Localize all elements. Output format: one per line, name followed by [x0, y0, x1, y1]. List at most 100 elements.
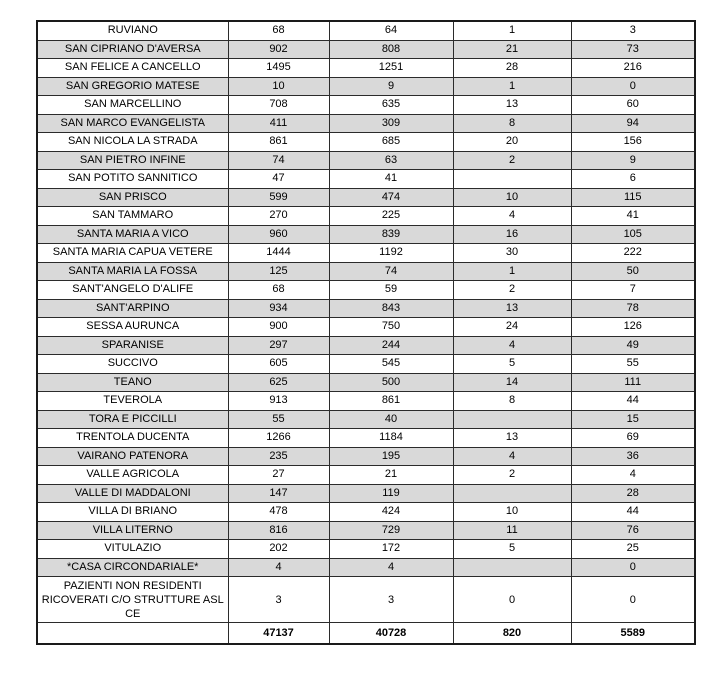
value-cell: 424 [328, 502, 454, 522]
value-cell: 47 [227, 169, 330, 189]
value-cell: 63 [328, 150, 454, 170]
value-cell: 73 [570, 39, 696, 59]
value-cell: 115 [570, 187, 696, 207]
value-cell: 0 [452, 576, 572, 623]
value-cell: 500 [328, 372, 454, 392]
table-row: 47137 40728 820 5589 [36, 622, 696, 645]
value-cell: 1192 [328, 243, 454, 263]
table-row: SESSA AURUNCA 900 750 24 126 [36, 317, 696, 337]
value-cell: 1251 [328, 58, 454, 78]
value-cell: 44 [570, 391, 696, 411]
value-cell: 861 [227, 132, 330, 152]
value-cell: 74 [328, 261, 454, 281]
municipality-name-cell: SESSA AURUNCA [36, 317, 229, 337]
table-row: VILLA LITERNO 816 729 11 76 [36, 520, 696, 540]
table-row: SAN GREGORIO MATESE 10 9 1 0 [36, 76, 696, 96]
value-cell: 172 [328, 539, 454, 559]
value-cell: 126 [570, 317, 696, 337]
value-cell: 3 [570, 20, 696, 41]
value-cell: 36 [570, 446, 696, 466]
value-cell: 1444 [227, 243, 330, 263]
value-cell: 225 [328, 206, 454, 226]
value-cell: 750 [328, 317, 454, 337]
value-cell: 6 [570, 169, 696, 189]
value-cell: 2 [452, 465, 572, 485]
table-row: SANT'ARPINO 934 843 13 78 [36, 298, 696, 318]
value-cell: 4 [452, 206, 572, 226]
value-cell: 1 [452, 76, 572, 96]
value-cell: 1495 [227, 58, 330, 78]
municipality-name-cell: VALLE AGRICOLA [36, 465, 229, 485]
value-cell: 309 [328, 113, 454, 133]
value-cell: 839 [328, 224, 454, 244]
value-cell: 10 [452, 187, 572, 207]
value-cell: 297 [227, 335, 330, 355]
value-cell: 1 [452, 20, 572, 41]
municipality-name-cell: TORA E PICCILLI [36, 409, 229, 429]
municipality-name-cell: SAN POTITO SANNITICO [36, 169, 229, 189]
municipality-name-cell: VITULAZIO [36, 539, 229, 559]
value-cell: 3 [227, 576, 330, 623]
table-row: VILLA DI BRIANO 478 424 10 44 [36, 502, 696, 522]
value-cell: 820 [452, 622, 572, 645]
value-cell: 21 [452, 39, 572, 59]
value-cell: 125 [227, 261, 330, 281]
value-cell: 0 [570, 76, 696, 96]
value-cell: 411 [227, 113, 330, 133]
table-row: SAN FELICE A CANCELLO 1495 1251 28 216 [36, 58, 696, 78]
value-cell: 545 [328, 354, 454, 374]
value-cell: 900 [227, 317, 330, 337]
table-row: TEANO 625 500 14 111 [36, 372, 696, 392]
value-cell: 635 [328, 95, 454, 115]
table-body: RUVIANO 68 6 4 1 3 SAN CIPRIANO D'AVERSA … [36, 20, 696, 645]
municipality-name-cell: RUVIANO [36, 20, 229, 41]
value-cell: 478 [227, 502, 330, 522]
value-cell: 913 [227, 391, 330, 411]
value-cell: 50 [570, 261, 696, 281]
value-cell: 21 [328, 465, 454, 485]
municipality-name-cell: SAN NICOLA LA STRADA [36, 132, 229, 152]
value-cell: 13 [452, 428, 572, 448]
table-row: PAZIENTI NON RESIDENTI RICOVERATI C/O ST… [36, 576, 696, 623]
municipality-name-cell: *CASA CIRCONDARIALE* [36, 557, 229, 577]
table-row: TRENTOLA DUCENTA 1266 1184 13 69 [36, 428, 696, 448]
value-cell: 5 [452, 354, 572, 374]
municipality-name-cell: SAN FELICE A CANCELLO [36, 58, 229, 78]
value-cell: 708 [227, 95, 330, 115]
value-cell: 4 [328, 557, 454, 577]
value-cell: 47137 [227, 622, 330, 645]
value-cell: 156 [570, 132, 696, 152]
value-cell: 147 [227, 483, 330, 503]
value-cell [452, 169, 572, 189]
value-cell: 24 [452, 317, 572, 337]
value-cell: 68 [227, 20, 330, 41]
municipality-name-cell: TEANO [36, 372, 229, 392]
value-cell: 59 [328, 280, 454, 300]
value-cell: 15 [570, 409, 696, 429]
value-cell: 27 [227, 465, 330, 485]
municipality-name-cell: VAIRANO PATENORA [36, 446, 229, 466]
table-row: SAN MARCO EVANGELISTA 411 309 8 94 [36, 113, 696, 133]
table-row: SAN CIPRIANO D'AVERSA 902 808 21 73 [36, 39, 696, 59]
municipality-name-cell: SPARANISE [36, 335, 229, 355]
value-cell: 5 [452, 539, 572, 559]
table-row: *CASA CIRCONDARIALE* 4 4 0 [36, 557, 696, 577]
value-cell: 28 [452, 58, 572, 78]
table-row: SUCCIVO 605 545 5 55 [36, 354, 696, 374]
value-cell [452, 483, 572, 503]
municipality-name-cell: VILLA LITERNO [36, 520, 229, 540]
value-cell: 16 [452, 224, 572, 244]
value-cell: 119 [328, 483, 454, 503]
value-cell: 9 [328, 76, 454, 96]
value-cell: 8 [452, 391, 572, 411]
value-cell: 41 [328, 169, 454, 189]
value-cell: 4 [570, 465, 696, 485]
value-cell: 8 [452, 113, 572, 133]
value-cell: 28 [570, 483, 696, 503]
table-row: TORA E PICCILLI 55 40 15 [36, 409, 696, 429]
value-cell: 55 [570, 354, 696, 374]
value-cell: 1184 [328, 428, 454, 448]
value-cell: 5589 [570, 622, 696, 645]
value-cell [452, 409, 572, 429]
municipality-name-cell: SAN GREGORIO MATESE [36, 76, 229, 96]
